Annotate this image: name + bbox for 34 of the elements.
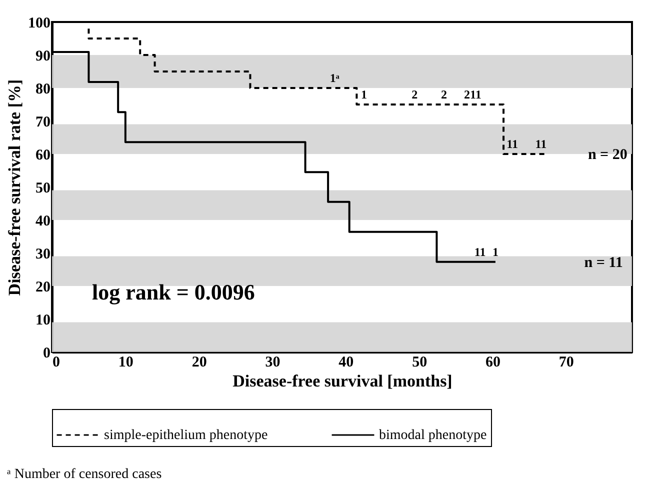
x-tick-label: 60	[486, 354, 501, 370]
y-axis-title: Disease-free survival rate [%]	[5, 79, 24, 296]
annotation: 11	[474, 244, 486, 259]
y-tick-label: 10	[36, 312, 50, 328]
text: ᵃ Number of censored cases	[7, 467, 162, 482]
x-tick-label: 20	[192, 354, 207, 370]
annotation: 2	[412, 88, 418, 102]
annotation: log rank = 0.0096	[92, 280, 255, 305]
annotation: 211	[464, 88, 482, 102]
x-tick-label: 40	[338, 354, 354, 370]
y-tick-label: 50	[36, 180, 50, 196]
x-axis-title: Disease-free survival [months]	[232, 372, 452, 390]
annotation: 2	[441, 88, 448, 102]
annotation: n = 11	[584, 254, 623, 271]
y-tick-label: 60	[36, 148, 50, 164]
legend-label: bimodal phenotype	[379, 428, 487, 443]
x-tick-label: 30	[265, 354, 280, 370]
y-tick-label: 20	[36, 280, 50, 296]
y-tick-label: 90	[36, 48, 50, 64]
annotation: n = 20	[588, 147, 628, 163]
annotation: 11	[506, 137, 518, 151]
annotation: 1ᵃ	[330, 71, 340, 85]
annotation: 1	[361, 88, 368, 102]
annotation: 11	[535, 137, 547, 151]
y-tick-label: 70	[36, 114, 50, 130]
y-tick-label: 80	[36, 82, 50, 98]
y-tick-label: 30	[36, 246, 50, 262]
y-tick-label: 100	[28, 16, 50, 32]
legend-label: simple-epithelium phenotype	[104, 428, 268, 443]
annotation: 1	[492, 244, 498, 259]
y-tick-label: 40	[36, 214, 50, 230]
x-tick-label: 10	[118, 354, 134, 370]
x-tick-label: 50	[412, 354, 428, 370]
x-tick-label: 70	[558, 354, 574, 370]
